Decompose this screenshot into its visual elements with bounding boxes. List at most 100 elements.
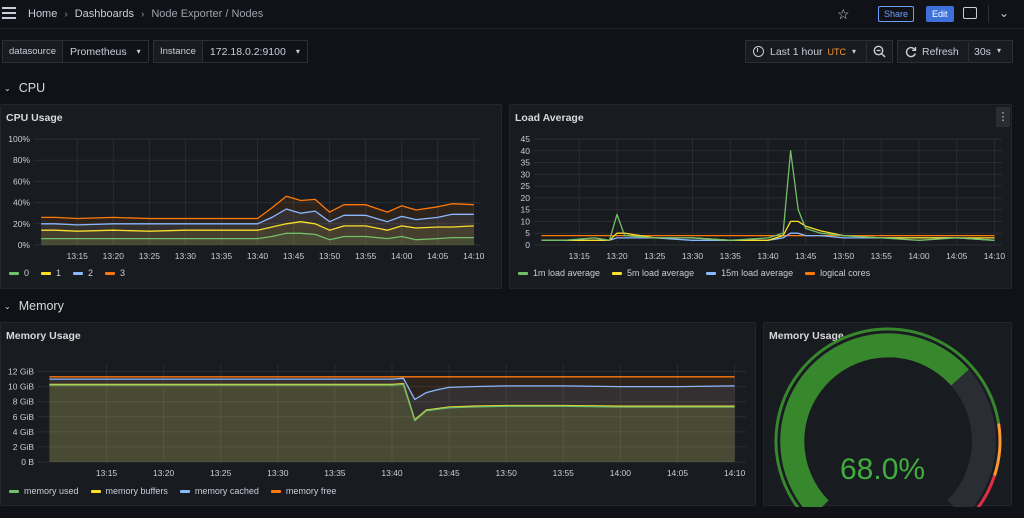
chevron-down-icon: ▾ — [136, 47, 141, 56]
y-tick-label: 40 — [521, 146, 531, 156]
y-tick-label: 2 GiB — [13, 442, 35, 452]
x-tick-label: 13:20 — [153, 468, 175, 478]
legend-label: memory used — [24, 486, 79, 496]
y-tick-label: 45 — [521, 134, 531, 144]
x-tick-label: 13:45 — [795, 251, 817, 261]
series-line — [41, 221, 474, 232]
legend-label: memory cached — [194, 486, 259, 496]
star-icon[interactable]: ☆ — [837, 6, 850, 22]
variable-datasource[interactable]: datasource Prometheus ▾ — [2, 40, 149, 63]
series-line — [49, 383, 735, 422]
variable-label: datasource — [3, 41, 64, 62]
legend-swatch — [612, 271, 623, 275]
x-tick-label: 14:10 — [463, 251, 485, 261]
row-title: Memory — [18, 299, 64, 313]
x-tick-label: 13:50 — [496, 468, 518, 478]
chevron-down-icon: ⌄ — [4, 83, 11, 93]
row-title: CPU — [18, 81, 46, 95]
refresh-button-label[interactable]: Refresh — [922, 45, 959, 58]
panel-memory-gauge: Memory Usage 68.0% — [763, 322, 1012, 507]
y-tick-label: 0 — [525, 240, 530, 250]
x-tick-label: 14:10 — [724, 468, 746, 478]
x-tick-label: 13:35 — [324, 468, 346, 478]
x-tick-label: 13:40 — [757, 251, 779, 261]
variable-value-text: 172.18.0.2:9100 — [209, 45, 286, 58]
legend-item[interactable]: 1 — [41, 268, 61, 278]
legend-item[interactable]: 15m load average — [706, 268, 793, 278]
legend-item[interactable]: memory buffers — [90, 486, 168, 496]
series-line — [41, 232, 474, 241]
legend-item[interactable]: memory free — [270, 486, 336, 496]
legend-item[interactable]: 1m load average — [518, 268, 600, 278]
gauge-fill — [780, 333, 969, 507]
x-tick-label: 14:00 — [610, 468, 632, 478]
x-tick-label: 13:40 — [381, 468, 403, 478]
legend-item[interactable]: memory cached — [179, 486, 259, 496]
timezone-label: UTC — [827, 46, 847, 57]
chevron-right-icon: › — [64, 8, 68, 20]
chevron-down-icon[interactable]: ⌄ — [999, 6, 1010, 20]
panel-memory-usage: Memory Usage 0 B 2 GiB 4 GiB 6 GiB 8 GiB 10 G… — [0, 322, 756, 506]
share-button[interactable]: Share — [878, 6, 915, 22]
panel-menu-icon[interactable]: ⋮ — [996, 107, 1010, 127]
variable-value[interactable]: 172.18.0.2:9100 ▾ — [203, 46, 307, 58]
x-tick-label: 13:45 — [283, 251, 305, 261]
legend-item[interactable]: 2 — [73, 268, 93, 278]
y-tick-label: 40% — [13, 198, 30, 208]
zoom-out-icon[interactable] — [873, 45, 886, 61]
refresh-interval-value: 30s — [974, 46, 991, 58]
variable-instance[interactable]: Instance 172.18.0.2:9100 ▾ — [153, 40, 308, 63]
y-tick-label: 5 — [525, 228, 530, 238]
series-area — [49, 378, 735, 462]
gauge-threshold-red — [976, 475, 996, 507]
legend-item[interactable]: 5m load average — [612, 268, 694, 278]
x-tick-label: 13:55 — [553, 468, 575, 478]
row-cpu[interactable]: ⌄ CPU — [4, 81, 45, 95]
legend-item[interactable]: 0 — [9, 268, 29, 278]
x-tick-label: 13:25 — [139, 251, 161, 261]
y-tick-label: 10 — [521, 216, 531, 226]
legend-label: 1 — [56, 268, 62, 278]
gauge-threshold-orange — [993, 423, 1002, 477]
breadcrumb-home[interactable]: Home — [28, 8, 58, 20]
y-tick-label: 15 — [521, 205, 531, 215]
x-tick-label: 13:35 — [211, 251, 233, 261]
row-memory[interactable]: ⌄ Memory — [4, 299, 64, 313]
series-line — [541, 150, 995, 241]
refresh-picker[interactable]: Refresh 30s ▾ — [897, 40, 1013, 63]
breadcrumb-dashboards[interactable]: Dashboards — [74, 8, 135, 20]
legend-label: 5m load average — [627, 268, 695, 278]
monitor-icon[interactable] — [963, 7, 977, 19]
y-tick-label: 20 — [521, 193, 531, 203]
gauge-threshold-green — [774, 327, 1001, 507]
breadcrumb: Home › Dashboards › Node Exporter / Node… — [28, 8, 263, 20]
refresh-interval[interactable]: 30s ▾ — [974, 46, 1001, 58]
legend-item[interactable]: logical cores — [805, 268, 870, 278]
time-picker[interactable]: Last 1 hour UTC ▾ — [745, 40, 893, 63]
x-tick-label: 13:20 — [606, 251, 628, 261]
series-area — [49, 383, 735, 462]
series-area — [41, 196, 474, 245]
memory-usage-chart: 0 B 2 GiB 4 GiB 6 GiB 8 GiB 10 GiB 12 GiB 13:15… — [8, 364, 746, 478]
variable-value-text: Prometheus — [70, 45, 127, 58]
y-tick-label: 20% — [13, 219, 30, 229]
legend-item[interactable]: memory used — [9, 486, 79, 496]
edit-button[interactable]: Edit — [926, 6, 954, 22]
legend-item[interactable]: 3 — [105, 268, 125, 278]
x-tick-label: 13:40 — [247, 251, 269, 261]
refresh-icon — [905, 46, 917, 58]
legend-swatch — [105, 271, 116, 275]
x-tick-label: 13:45 — [438, 468, 460, 478]
legend-swatch — [805, 271, 816, 275]
chevron-right-icon: › — [141, 8, 145, 20]
chevron-down-icon: ▾ — [996, 46, 1001, 55]
x-tick-label: 14:05 — [946, 251, 968, 261]
y-tick-label: 6 GiB — [13, 412, 35, 422]
x-tick-label: 13:55 — [871, 251, 893, 261]
legend-swatch — [706, 271, 717, 275]
x-tick-label: 14:10 — [984, 251, 1006, 261]
menu-icon[interactable] — [2, 7, 16, 21]
y-tick-label: 12 GiB — [8, 367, 34, 377]
x-tick-label: 13:50 — [833, 251, 855, 261]
variable-value[interactable]: Prometheus ▾ — [63, 46, 148, 58]
